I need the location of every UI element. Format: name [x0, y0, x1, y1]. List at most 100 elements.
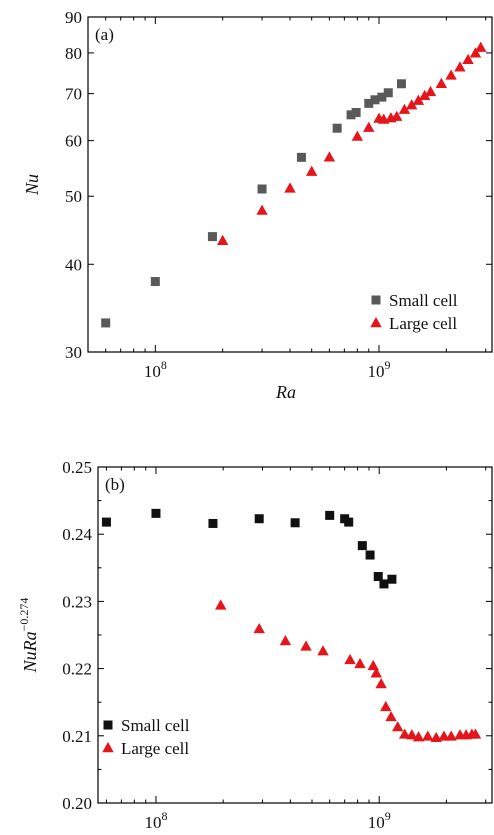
data-point — [462, 53, 474, 65]
y-tick-label: 90 — [65, 8, 82, 27]
data-point — [370, 95, 380, 105]
x-tick-base: 10 — [144, 362, 161, 381]
data-point — [367, 659, 379, 671]
data-point — [305, 165, 318, 176]
data-point — [207, 232, 217, 242]
data-point — [385, 710, 397, 722]
panel-label: (b) — [105, 475, 125, 494]
y-tick-label: 0.21 — [62, 727, 92, 746]
data-point — [300, 640, 312, 651]
legend-marker — [102, 742, 114, 753]
y-tick-label: 50 — [65, 187, 82, 206]
x-tick-label: 109 — [368, 809, 391, 830]
series-large-cell — [215, 599, 482, 743]
data-point — [357, 541, 367, 551]
y-tick-label: 40 — [65, 255, 82, 274]
legend-label: Large cell — [121, 739, 189, 758]
legend-label: Large cell — [389, 314, 457, 333]
panel-b: 0.200.210.220.230.240.25108109(b)RaNuRa−… — [17, 458, 493, 835]
x-tick-exponent: 8 — [161, 358, 167, 372]
data-point — [438, 730, 450, 741]
y-tick-label: 80 — [65, 44, 82, 63]
legend-marker — [370, 317, 382, 328]
data-point — [351, 130, 364, 141]
data-point — [284, 182, 296, 193]
data-point — [354, 657, 366, 669]
data-point — [469, 47, 482, 58]
data-point — [398, 728, 411, 739]
data-point — [405, 99, 418, 110]
data-point — [325, 510, 335, 520]
y-tick-label: 70 — [65, 85, 82, 104]
y-axis-label: NuRa−0.274 — [17, 598, 40, 674]
data-point — [412, 94, 425, 105]
y-tick-label: 30 — [65, 343, 82, 362]
data-point — [101, 517, 111, 527]
data-point — [373, 572, 383, 582]
data-point — [323, 151, 336, 162]
data-point — [215, 599, 227, 610]
x-axis-label: Ra — [275, 382, 296, 402]
data-point — [290, 518, 300, 528]
data-point — [344, 653, 356, 665]
data-point — [364, 98, 374, 108]
legend-marker — [371, 295, 381, 305]
y-tick-label: 0.25 — [62, 458, 92, 477]
data-point — [365, 550, 375, 560]
data-point — [406, 729, 418, 740]
data-point — [363, 121, 375, 132]
series-small-cell — [101, 508, 397, 589]
data-point — [150, 277, 160, 287]
data-point — [257, 184, 267, 194]
y-tick-label: 0.20 — [62, 794, 92, 813]
data-point — [332, 123, 342, 133]
legend-label: Small cell — [121, 716, 190, 735]
x-tick-label: 109 — [368, 358, 391, 381]
data-point — [377, 92, 387, 102]
legend-label: Small cell — [389, 291, 458, 310]
legend: Small cell Large cell — [370, 291, 458, 333]
x-tick-base: 10 — [144, 813, 161, 830]
data-point — [424, 85, 437, 97]
legend: Small cell Large cell — [102, 716, 190, 758]
y-axis-label-base: NuRa — [20, 631, 40, 673]
data-point — [383, 88, 393, 98]
legend-marker — [103, 720, 113, 730]
data-point — [398, 103, 411, 114]
data-point — [375, 678, 387, 689]
y-tick-label: 60 — [65, 132, 82, 151]
data-point — [101, 318, 111, 328]
y-tick-label: 0.22 — [62, 660, 92, 679]
x-tick-label: 108 — [144, 358, 167, 381]
series-large-cell — [216, 41, 487, 246]
data-point — [216, 234, 229, 246]
data-point — [370, 667, 382, 678]
data-point — [412, 731, 425, 742]
data-point — [279, 635, 292, 646]
data-point — [391, 110, 403, 121]
data-point — [435, 77, 448, 88]
x-tick-exponent: 8 — [161, 809, 167, 823]
data-point — [454, 61, 466, 72]
data-point — [151, 508, 161, 518]
x-tick-base: 10 — [368, 362, 385, 381]
data-point — [379, 579, 389, 589]
data-point — [253, 622, 265, 634]
data-point — [256, 204, 268, 215]
data-point — [418, 89, 431, 101]
data-point — [344, 517, 354, 527]
data-point — [208, 518, 218, 528]
data-point — [317, 645, 329, 656]
data-point — [346, 110, 356, 120]
data-point — [475, 41, 487, 52]
y-axis-label: Nu — [22, 174, 42, 196]
series-small-cell — [101, 79, 406, 328]
data-point — [469, 728, 482, 739]
x-tick-exponent: 9 — [385, 809, 391, 823]
x-tick-base: 10 — [368, 813, 385, 830]
data-point — [396, 79, 406, 89]
data-point — [392, 721, 404, 732]
data-point — [387, 574, 397, 584]
